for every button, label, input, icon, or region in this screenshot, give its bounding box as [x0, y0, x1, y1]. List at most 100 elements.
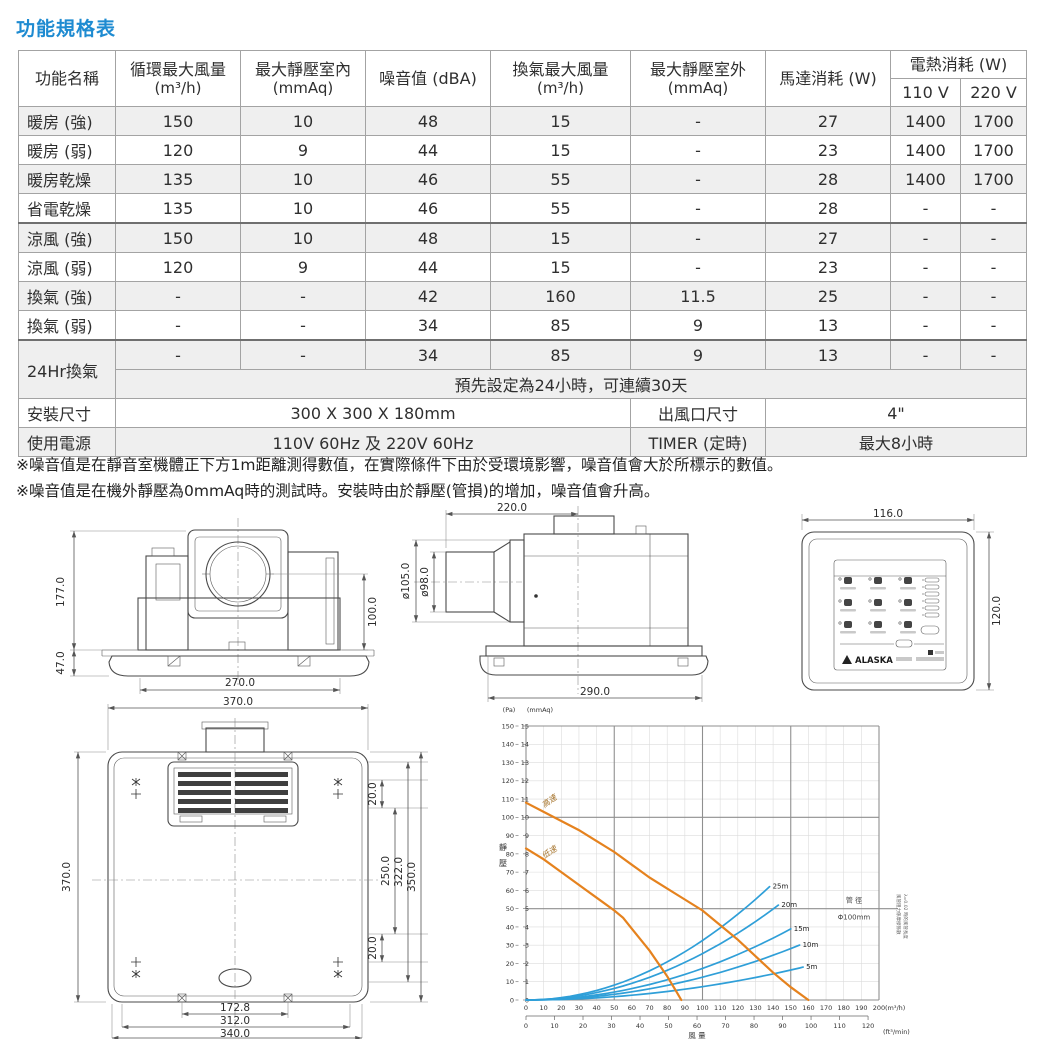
chart-text: 9 [525, 832, 529, 840]
spec-cell: - [630, 193, 766, 225]
dim-20-top: 20.0 [367, 782, 379, 805]
chart-text: 90 [778, 1022, 786, 1030]
timer-value: 最大8小時 [765, 427, 1027, 458]
spec-cell: - [960, 193, 1027, 225]
header-heater-110v: 110 V [890, 78, 961, 108]
spec-cell: 1400 [890, 135, 961, 166]
spec-row: 暖房 (強) 150 10 48 15-27 1400 1700 [18, 106, 1027, 137]
spec-row-name: 省電乾燥 [18, 193, 116, 225]
control-panel-dimensions: 116.0 120.0 [801, 508, 1003, 691]
spec-cell: 27 [765, 106, 891, 137]
spec-row: 涼風 (強) 150 10 48 15-27- - [18, 222, 1027, 254]
chart-text: 15m [794, 925, 810, 933]
spec-cell: 46 [365, 193, 491, 225]
chart-text: 0 [510, 996, 514, 1004]
spec-cell: 10 [240, 222, 366, 254]
dim-172-8: 172.8 [220, 1002, 250, 1014]
spec-cell: 1400 [890, 106, 961, 137]
fan-curve-高速 [524, 801, 810, 1002]
chart-text: 80 [663, 1004, 671, 1012]
spec-cell: 135 [115, 193, 241, 225]
fan-curve-低速 [524, 847, 683, 1002]
chart-text: 170 [820, 1004, 832, 1012]
spec-cell: 11.5 [630, 281, 766, 312]
chart-text: 10m [803, 941, 819, 949]
chart-text: 6 [525, 887, 529, 895]
spec-cell: 27 [765, 222, 891, 254]
chart-text: 30 [607, 1022, 615, 1030]
chart-text: 130 [502, 759, 514, 767]
bottom-view-drawing: 370.0 370.0 20.0 20.0 250.0 322.0 350.0 … [61, 696, 428, 1039]
chart-text: 靜 [499, 842, 507, 852]
spec-cell: - [890, 339, 961, 371]
spec-cell: 10 [240, 106, 366, 137]
chart-text: 壓 [499, 859, 507, 868]
row-install: 安裝尺寸 300 X 300 X 180mm 出風口尺寸 4" [18, 398, 1027, 429]
chart-text: 180 [837, 1004, 849, 1012]
header-static-in: 最大靜壓室內 (mmAq) [240, 49, 366, 108]
chart-text: 5m [806, 963, 817, 971]
chart-text: 160 [802, 1004, 814, 1012]
chart-text: (mmAq) [527, 706, 553, 714]
spec-cell: 9 [630, 310, 766, 342]
dim-116: 116.0 [873, 508, 903, 520]
spec-cell: - [115, 310, 241, 342]
chart-text: 150 [785, 1004, 797, 1012]
control-panel-buttons [838, 577, 944, 655]
chart-text: 20 [557, 1004, 565, 1012]
spec-cell: 9 [240, 135, 366, 166]
spec-cell: - [630, 252, 766, 283]
chart-text: 110 [502, 795, 514, 803]
chart-text: 70 [645, 1004, 653, 1012]
footnotes: ※噪音值是在靜音室機體正下方1m距離測得數值，在實際條件下由於受環境影響，噪音值… [16, 452, 1030, 504]
dim-220: 220.0 [497, 502, 527, 514]
panel-timer-button [920, 625, 940, 635]
chart-text: 4 [525, 923, 529, 931]
chart-text: 0 [524, 1004, 528, 1012]
spec-cell: 9 [240, 252, 366, 283]
spec-cell: - [240, 339, 366, 371]
spec-cell: 85 [490, 310, 631, 342]
chart-text: 140 [502, 741, 514, 749]
chart-text: 10 [506, 978, 514, 986]
spec-cell: - [960, 310, 1027, 342]
mounting-marks [131, 778, 343, 978]
chart-text: 100 [805, 1022, 817, 1030]
chart-text: 90 [681, 1004, 689, 1012]
spec-cell: 34 [365, 339, 491, 371]
chart-text: 20 [579, 1022, 587, 1030]
chart-text: λ=0.02 時的風管長度 [902, 894, 909, 939]
spec-cell: - [115, 281, 241, 312]
dim-177: 177.0 [55, 577, 67, 607]
dim-312: 312.0 [220, 1015, 250, 1027]
spec-cell: 13 [765, 310, 891, 342]
row-24hr: 24Hr換氣 - - 34 85 9 13 - - [18, 339, 1027, 400]
front-view-drawing: 177.0 47.0 100.0 270.0 [55, 518, 379, 694]
chart-text: 11 [521, 795, 529, 803]
chart-text: 8 [525, 850, 529, 858]
edge-screw-tabs [177, 751, 293, 1003]
chart-text: 100 [502, 814, 514, 822]
spec-cell: - [890, 193, 961, 225]
spec-cell: 135 [115, 164, 241, 195]
spec-table-header: 功能名稱 循環最大風量 (m³/h) 最大靜壓室內 (mmAq) 噪音值 (dBA)… [18, 49, 1027, 108]
chart-text: 風管阻力係摩擦係數 [895, 894, 902, 935]
chart-text: 30 [575, 1004, 583, 1012]
chart-text: 70 [506, 869, 514, 877]
spec-cell: - [960, 281, 1027, 312]
spec-cell: 34 [365, 310, 491, 342]
footnote-1: ※噪音值是在靜音室機體正下方1m距離測得數值，在實際條件下由於受環境影響，噪音值… [16, 456, 783, 474]
spec-cell: 28 [765, 193, 891, 225]
chart-text: 70 [721, 1022, 729, 1030]
spec-row: 換氣 (弱) - -34 85 9 13- - [18, 310, 1027, 342]
header-circ-air: 循環最大風量 (m³/h) [115, 49, 241, 108]
spec-row: 暖房 (弱) 120 9 44 15-23 1400 1700 [18, 135, 1027, 166]
spec-cell: - [960, 222, 1027, 254]
spec-cell: - [890, 252, 961, 283]
chart-text: 14 [521, 741, 529, 749]
chart-text: 190 [855, 1004, 867, 1012]
page-title: 功能規格表 [16, 18, 117, 40]
spec-row: 省電乾燥 135 10 46 55-28- - [18, 193, 1027, 225]
dim-250: 250.0 [380, 856, 392, 886]
dim-270: 270.0 [225, 677, 255, 689]
